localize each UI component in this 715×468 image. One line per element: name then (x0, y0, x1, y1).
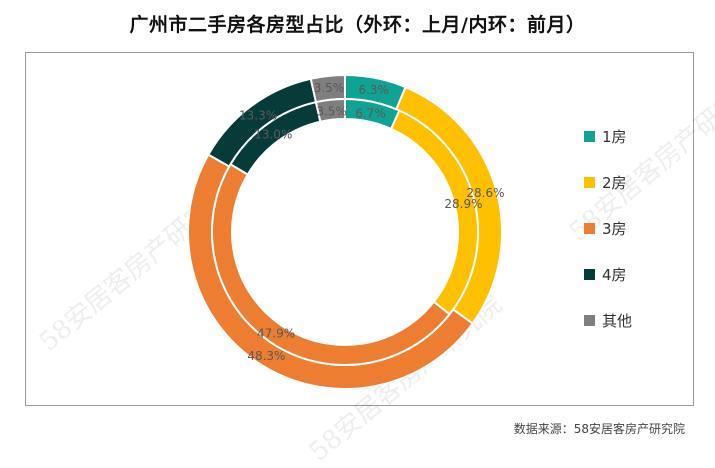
legend-swatch-1 (584, 131, 595, 142)
chart-frame (25, 52, 694, 406)
inner-ring-label-2: 28.9% (444, 197, 482, 211)
inner-ring-label-1: 6.7% (355, 107, 386, 121)
outer-ring-label-4: 13.3% (239, 109, 277, 123)
legend-swatch-4 (584, 269, 595, 280)
donut-chart: 6.3% 28.6% 48.3% 13.3% 3.5% 6.7% 28.9% 47.9% 13.… (187, 73, 632, 390)
chart-title: 广州市二手房各房型占比（外环：上月/内环：前月） (129, 14, 586, 36)
outer-ring-label-5: 3.5% (314, 81, 345, 95)
source-note: 数据来源：58安居客房产研究院 (513, 422, 685, 436)
legend-label-2: 2房 (602, 174, 627, 192)
legend-swatch-5 (584, 315, 595, 326)
outer-ring-label-2: 28.6% (466, 186, 504, 200)
inner-ring-label-3: 47.9% (257, 327, 295, 341)
outer-ring-label-1: 6.3% (358, 83, 389, 97)
legend-swatch-2 (584, 177, 595, 188)
outer-ring-label-3: 48.3% (247, 349, 285, 363)
legend-label-5: 其他 (602, 312, 632, 330)
legend-label-3: 3房 (602, 220, 627, 238)
inner-ring-label-4: 13.0% (254, 127, 292, 141)
inner-ring-label-5: 3.5% (316, 105, 347, 119)
legend-label-1: 1房 (602, 128, 627, 146)
legend-label-4: 4房 (602, 266, 627, 284)
legend-swatch-3 (584, 223, 595, 234)
inner-ring-slice-5 (314, 97, 346, 123)
